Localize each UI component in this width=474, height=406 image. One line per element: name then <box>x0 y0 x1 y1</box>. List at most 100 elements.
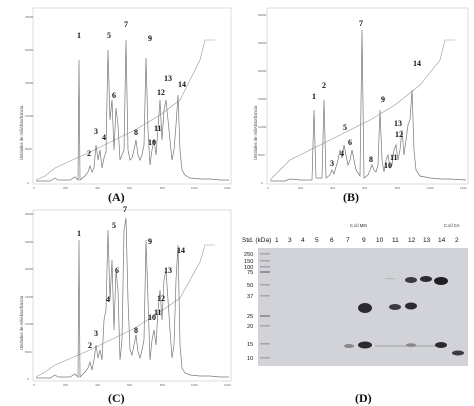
ladder-band <box>260 343 270 345</box>
panel-c-label: (C) <box>108 391 125 405</box>
lane-label-4: 4 <box>301 237 305 244</box>
c-ytick-1: 5000 <box>25 350 32 354</box>
b-ytick-6: 30000 <box>258 13 267 17</box>
gel-tag-ca: C.d.l CA <box>444 223 460 228</box>
a-ytick-2: 10000 <box>25 114 34 118</box>
mw-150: 150 <box>244 259 253 265</box>
c-xtick-6: 1200 <box>224 383 231 387</box>
panel-c: Unidades de miliAbsorbancia 0 5000 10000… <box>19 205 232 405</box>
c-peak-5: 5 <box>112 221 116 230</box>
c-ytick-2: 10000 <box>25 322 34 326</box>
b-ytick-4: 20000 <box>258 69 267 73</box>
mw-10: 10 <box>247 356 253 362</box>
lane-label-7: 7 <box>346 237 350 244</box>
lane-label-9: 9 <box>362 237 366 244</box>
a-peak-6: 6 <box>112 91 116 100</box>
ladder-band <box>260 266 270 268</box>
c-peak-8: 8 <box>134 326 138 335</box>
c-ytick-5: 25000 <box>25 240 34 244</box>
c-ytick-3: 15000 <box>25 295 34 299</box>
b-xtick-1: 200 <box>298 186 303 190</box>
a-peak-3: 3 <box>94 127 98 136</box>
ladder-band <box>260 325 270 327</box>
panel-d-label: (D) <box>355 391 372 405</box>
b-peak-7: 7 <box>359 19 363 28</box>
panel-a-ylabel: Unidades de miliAbsorbancia <box>19 105 24 160</box>
a-peak-5: 5 <box>107 31 111 40</box>
mw-25: 25 <box>247 314 253 320</box>
mw-37: 37 <box>247 294 253 300</box>
mw-15: 15 <box>247 342 253 348</box>
c-xtick-2: 400 <box>95 383 100 387</box>
band-lane11 <box>389 304 401 310</box>
panel-a: Unidades de miliAbsorbancia 0 5000 10000… <box>19 7 232 204</box>
ladder-band <box>260 284 270 286</box>
b-peak-10: 10 <box>384 161 392 170</box>
panel-b-frame <box>266 7 469 185</box>
lane-label-1: 1 <box>275 237 279 244</box>
faint-band <box>375 345 435 347</box>
faint-band <box>385 278 395 280</box>
a-peak-7: 7 <box>124 20 128 29</box>
mw-20: 20 <box>247 324 253 330</box>
a-peak-9: 9 <box>148 34 152 43</box>
a-peak-4: 4 <box>102 133 106 142</box>
b-xtick-5: 1000 <box>427 186 434 190</box>
c-xtick-4: 800 <box>160 383 165 387</box>
band-lane12-mid <box>405 302 417 310</box>
gel-lane-labels: 1 3 4 5 6 7 9 10 11 12 13 14 2 <box>275 237 459 244</box>
a-xtick-5: 1000 <box>191 186 198 190</box>
mw-75: 75 <box>247 270 253 276</box>
b-peak-12: 12 <box>395 130 403 139</box>
c-peak-3: 3 <box>94 329 98 338</box>
b-ytick-2: 10000 <box>258 125 267 129</box>
gel-tag-mm: C.d.l MM <box>350 223 367 228</box>
panel-b-trace <box>270 29 467 182</box>
c-xtick-5: 1000 <box>191 383 198 387</box>
c-xtick-1: 200 <box>63 383 68 387</box>
ladder-band <box>260 357 270 359</box>
panel-a-frame <box>32 7 232 185</box>
ladder-band <box>260 315 270 317</box>
mw-250: 250 <box>244 252 253 258</box>
panel-c-ylabel: Unidades de miliAbsorbancia <box>19 295 24 350</box>
a-peak-12: 12 <box>157 88 165 97</box>
gel-mw-labels: 250 150 100 75 50 37 25 20 15 10 <box>244 252 253 362</box>
band-lane14-top <box>434 277 448 285</box>
band-lane2 <box>452 350 464 356</box>
a-ytick-4: 20000 <box>25 48 34 52</box>
b-peak-13: 13 <box>394 119 402 128</box>
b-xtick-3: 600 <box>362 186 367 190</box>
panel-a-trace <box>36 39 229 182</box>
b-xtick-6: 1200 <box>460 186 467 190</box>
b-ytick-3: 15000 <box>258 97 267 101</box>
c-ytick-0: 0 <box>27 377 29 381</box>
a-peak-13: 13 <box>164 74 172 83</box>
lane-label-5: 5 <box>315 237 319 244</box>
a-peak-10: 10 <box>148 138 156 147</box>
b-peak-1: 1 <box>312 92 316 101</box>
ladder-band <box>260 260 270 262</box>
panel-b-gradient-line <box>269 39 455 181</box>
c-ytick-4: 20000 <box>25 267 34 271</box>
panel-c-frame <box>32 209 232 382</box>
ladder-band <box>260 253 270 255</box>
b-peak-8: 8 <box>369 155 373 164</box>
c-peak-11: 11 <box>154 308 162 317</box>
lane-label-6: 6 <box>330 237 334 244</box>
b-xtick-2: 400 <box>330 186 335 190</box>
a-peak-1: 1 <box>77 31 81 40</box>
panel-a-label: (A) <box>108 190 125 204</box>
band-lane7 <box>344 344 354 348</box>
c-peak-6: 6 <box>115 266 119 275</box>
a-ytick-0: 0 <box>27 181 29 185</box>
panel-b-label: (B) <box>343 190 359 204</box>
gel-std-label: Std. (kDa) <box>242 237 271 244</box>
panel-a-peaks: 1 2 3 4 5 6 7 8 9 10 11 12 13 14 <box>77 20 186 158</box>
c-xtick-0: 0 <box>33 383 35 387</box>
c-peak-2: 2 <box>88 341 92 350</box>
b-peak-5: 5 <box>343 123 347 132</box>
c-peak-13: 13 <box>164 266 172 275</box>
c-peak-7: 7 <box>123 205 127 214</box>
a-xtick-3: 600 <box>127 186 132 190</box>
